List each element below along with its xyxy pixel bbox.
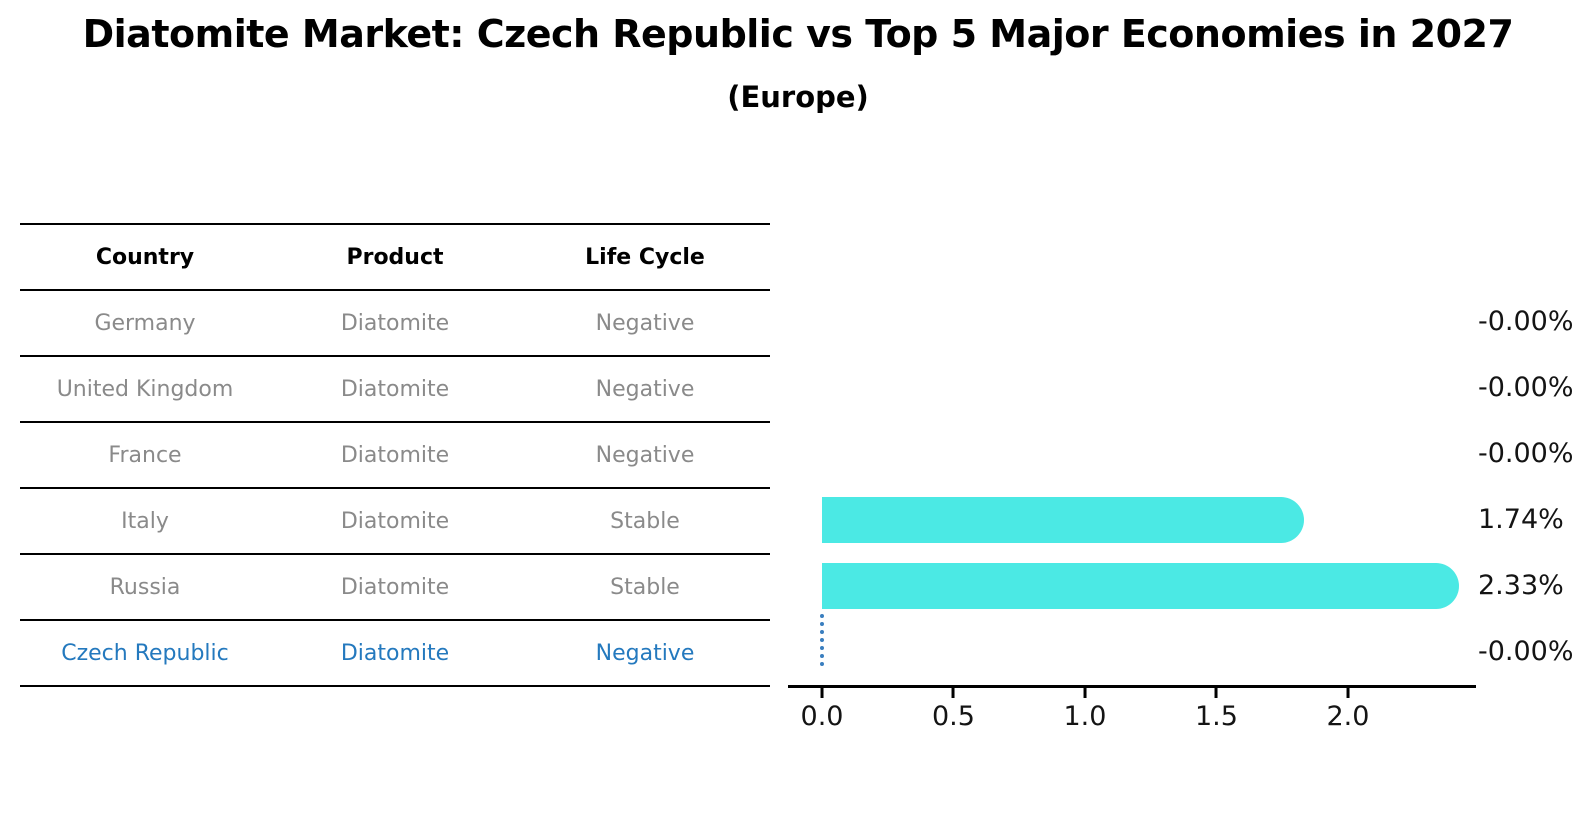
x-axis-tick: 1.0 bbox=[1063, 688, 1106, 732]
x-axis-tick: 2.0 bbox=[1326, 688, 1369, 732]
country-cell: United Kingdom bbox=[56, 376, 234, 402]
product-cell: Diatomite bbox=[340, 376, 450, 402]
country-cell: Italy bbox=[121, 508, 169, 534]
life-cycle-cell: Stable bbox=[610, 574, 680, 600]
tick-label: 2.0 bbox=[1326, 701, 1370, 732]
chart-row-united-kingdom: -0.00% bbox=[822, 355, 1574, 421]
x-axis-tick: 0.5 bbox=[932, 688, 975, 732]
table-row: Italy Diatomite Stable bbox=[20, 489, 770, 555]
life-cycle-cell: Negative bbox=[595, 640, 695, 666]
country-cell: Germany bbox=[94, 310, 196, 336]
tick-mark bbox=[1214, 688, 1218, 698]
chart-title: Diatomite Market: Czech Republic vs Top … bbox=[82, 12, 1514, 56]
tick-label: 0.0 bbox=[800, 701, 844, 732]
plot-area: -0.00% -0.00% -0.00% 1.74% 2.33% -0.00% … bbox=[788, 289, 1574, 732]
tick-label: 1.0 bbox=[1063, 701, 1107, 732]
chart-row-france: -0.00% bbox=[822, 421, 1574, 487]
country-cell: Czech Republic bbox=[61, 640, 229, 666]
chart-row-italy: 1.74% bbox=[822, 487, 1564, 553]
table-row: United Kingdom Diatomite Negative bbox=[20, 357, 770, 423]
chart-row-czech-republic: -0.00% bbox=[822, 619, 1574, 685]
value-label-germany: -0.00% bbox=[1478, 306, 1574, 337]
tick-mark bbox=[951, 688, 955, 698]
tick-label: 1.5 bbox=[1194, 701, 1238, 732]
chart-row-russia: 2.33% bbox=[822, 553, 1564, 619]
bar-italy bbox=[822, 497, 1304, 543]
table-row: Russia Diatomite Stable bbox=[20, 555, 770, 621]
product-cell: Diatomite bbox=[340, 574, 450, 600]
x-axis-tick: 0.0 bbox=[800, 688, 844, 732]
country-table: Country Product Life Cycle Germany Diato… bbox=[20, 223, 770, 687]
x-axis-tick: 1.5 bbox=[1195, 688, 1238, 732]
tick-label: 0.5 bbox=[931, 701, 975, 732]
table-row-czech-republic-highlighted: Czech Republic Diatomite Negative bbox=[20, 621, 770, 687]
value-label-czech-republic: -0.00% bbox=[1478, 636, 1574, 667]
chart-row-germany: -0.00% bbox=[822, 289, 1574, 355]
zero-dashed-line bbox=[820, 614, 824, 666]
table-header-row: Country Product Life Cycle bbox=[20, 225, 770, 291]
column-header-product: Product bbox=[346, 244, 444, 270]
product-cell: Diatomite bbox=[340, 640, 450, 666]
tick-mark bbox=[1083, 688, 1087, 698]
value-label-united-kingdom: -0.00% bbox=[1478, 372, 1574, 403]
column-header-life-cycle: Life Cycle bbox=[585, 244, 705, 270]
tick-mark bbox=[820, 688, 824, 698]
product-cell: Diatomite bbox=[340, 310, 450, 336]
bar-russia bbox=[822, 563, 1459, 609]
country-cell: France bbox=[108, 442, 182, 468]
tick-mark bbox=[1346, 688, 1350, 698]
chart-subtitle: (Europe) bbox=[727, 80, 869, 114]
table-row: Germany Diatomite Negative bbox=[20, 291, 770, 357]
life-cycle-cell: Negative bbox=[595, 376, 695, 402]
table-row: France Diatomite Negative bbox=[20, 423, 770, 489]
x-axis-line bbox=[788, 685, 1476, 688]
value-label-italy: 1.74% bbox=[1478, 504, 1564, 535]
value-label-france: -0.00% bbox=[1478, 438, 1574, 469]
life-cycle-cell: Negative bbox=[595, 442, 695, 468]
life-cycle-cell: Negative bbox=[595, 310, 695, 336]
country-cell: Russia bbox=[109, 574, 181, 600]
value-label-russia: 2.33% bbox=[1478, 570, 1564, 601]
life-cycle-cell: Stable bbox=[610, 508, 680, 534]
product-cell: Diatomite bbox=[340, 442, 450, 468]
product-cell: Diatomite bbox=[340, 508, 450, 534]
column-header-country: Country bbox=[95, 244, 195, 270]
